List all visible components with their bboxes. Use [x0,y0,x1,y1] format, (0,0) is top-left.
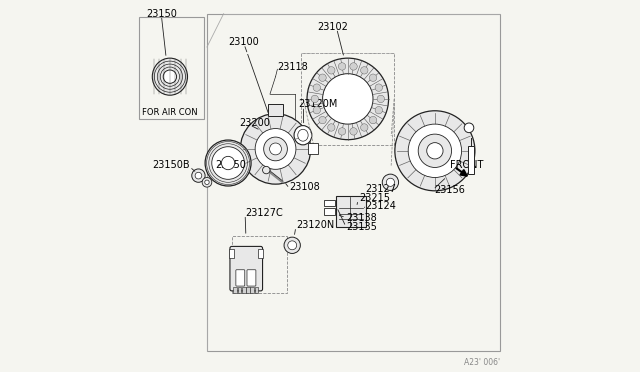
Circle shape [464,123,474,133]
Bar [301,52,394,145]
Bar [255,287,259,294]
Circle shape [192,169,205,182]
Text: 23135: 23135 [347,222,378,232]
Bar [250,287,254,294]
Text: FOR AIR CON: FOR AIR CON [142,108,198,117]
Circle shape [262,166,270,174]
Bar [233,287,237,294]
FancyBboxPatch shape [230,246,262,291]
Bar [232,236,287,294]
FancyBboxPatch shape [335,196,365,227]
Bar [207,14,500,351]
FancyBboxPatch shape [247,270,256,286]
Circle shape [395,111,475,191]
Ellipse shape [294,126,312,145]
Circle shape [328,67,335,74]
FancyBboxPatch shape [236,270,244,286]
Circle shape [255,129,296,169]
Circle shape [323,74,373,124]
Text: 23108: 23108 [290,182,321,192]
Circle shape [212,147,244,179]
Circle shape [375,106,383,114]
Circle shape [418,134,452,167]
Bar [139,17,204,119]
Circle shape [387,178,394,186]
Circle shape [408,124,461,177]
Circle shape [240,114,311,184]
Text: 23124: 23124 [365,201,396,211]
Circle shape [382,174,399,190]
Text: 23120N: 23120N [296,220,334,230]
Circle shape [350,63,357,70]
Circle shape [350,128,357,135]
Text: FRONT: FRONT [451,160,484,170]
Bar [237,287,241,294]
Circle shape [339,128,346,135]
Circle shape [319,116,326,124]
Text: 23150B: 23150B [152,160,189,170]
Circle shape [427,142,443,159]
Circle shape [369,74,377,81]
Circle shape [319,74,326,81]
Circle shape [339,63,346,70]
Bar [258,249,262,257]
Text: 23127: 23127 [365,184,396,194]
Bar [308,143,318,154]
Circle shape [264,137,287,161]
Circle shape [311,95,319,103]
Text: 23127C: 23127C [245,208,283,218]
Circle shape [307,58,388,140]
Circle shape [360,124,368,131]
Ellipse shape [298,129,308,141]
Circle shape [369,116,377,124]
Circle shape [313,84,321,92]
Circle shape [195,172,202,179]
Circle shape [221,156,235,170]
Circle shape [377,95,385,103]
Circle shape [269,143,282,155]
Bar [242,287,246,294]
Bar [324,200,335,206]
Circle shape [288,241,297,250]
Circle shape [202,177,212,187]
Circle shape [313,106,321,114]
Text: 23120M: 23120M [298,99,337,109]
Circle shape [284,237,300,253]
FancyBboxPatch shape [268,105,283,116]
Circle shape [205,140,251,186]
Text: 23100: 23100 [228,37,259,47]
Circle shape [163,70,177,83]
Bar [246,287,250,294]
Text: 23215: 23215 [359,193,390,203]
Text: 23156: 23156 [434,185,465,195]
Text: A23' 006': A23' 006' [463,358,500,367]
Circle shape [328,124,335,131]
Bar [324,208,335,215]
Circle shape [205,180,209,185]
Text: 23150: 23150 [216,160,246,170]
Text: 23200: 23200 [239,118,271,128]
Ellipse shape [152,58,188,95]
Bar [229,249,234,257]
Text: 23102: 23102 [317,22,348,32]
Circle shape [375,84,383,92]
Text: 23118: 23118 [277,62,308,73]
Bar [467,146,474,174]
Text: 23150: 23150 [146,9,177,19]
Text: 23138: 23138 [347,212,378,222]
Circle shape [360,67,368,74]
